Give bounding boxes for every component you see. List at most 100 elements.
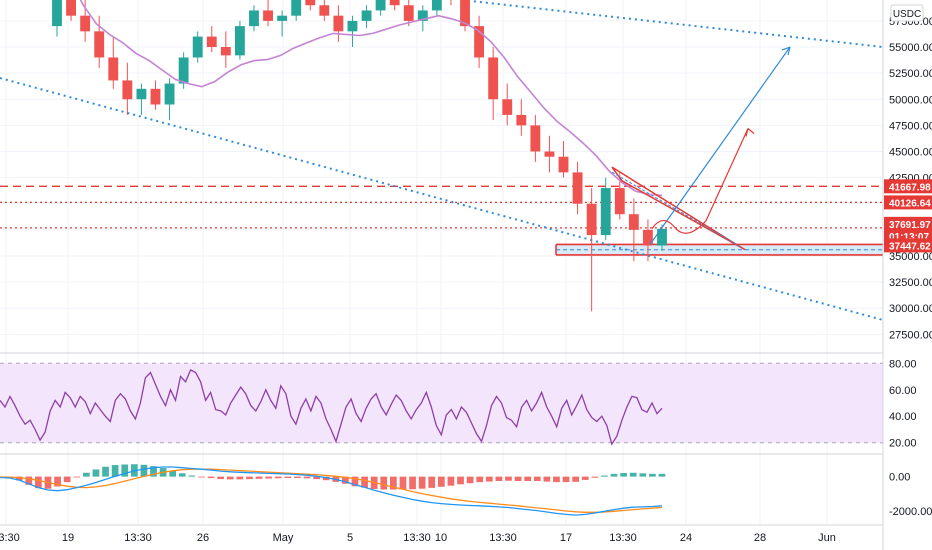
time-axis[interactable]: 13:30 19 13:30 26 May 5 13:30 10 13:30 17 13:30 24 2… — [0, 532, 836, 544]
candle-body — [220, 47, 231, 56]
macd-histogram-bar — [505, 476, 512, 481]
candle-body — [558, 156, 569, 173]
macd-histogram-bar — [581, 476, 589, 480]
macd-histogram-bar — [236, 476, 244, 480]
candle-body — [488, 57, 499, 100]
macd-histogram-bar — [476, 476, 484, 483]
candle-body — [66, 0, 76, 16]
level-tag-text: 41667.98 — [889, 182, 931, 193]
candle-body — [628, 214, 639, 230]
wedge-midline — [611, 171, 743, 249]
candle-body — [291, 0, 302, 16]
macd-histogram-bar — [178, 473, 186, 477]
candle-body — [263, 10, 273, 21]
macd-histogram-bar — [188, 475, 196, 477]
price-panel[interactable] — [0, 0, 884, 321]
macd-histogram-bar — [313, 476, 320, 480]
time-tick-label: 19 — [62, 532, 74, 544]
macd-line — [0, 466, 663, 516]
macd-histogram-bar — [437, 476, 445, 487]
macd-histogram-bar — [121, 464, 129, 477]
macd-histogram-bar — [485, 476, 493, 482]
candle-body — [319, 5, 330, 16]
macd-histogram-bar — [351, 476, 359, 487]
candle-body — [333, 15, 344, 32]
price-tick-label: 50000.00 — [889, 94, 932, 106]
macd-axis[interactable]: 0.00 -2000.00 — [889, 472, 932, 518]
macd-histogram-bar — [629, 472, 637, 477]
macd-histogram-bar — [409, 476, 416, 490]
macd-histogram-bar — [265, 476, 272, 479]
moving-average-line — [79, 0, 663, 197]
macd-histogram-bar — [284, 476, 292, 478]
macd-histogram-bar — [169, 470, 177, 477]
candle-body — [108, 57, 119, 81]
candle-body — [136, 88, 147, 100]
candle-body — [150, 88, 161, 105]
candle-body — [614, 188, 625, 215]
level-tag-text: 37691.97 — [889, 220, 931, 231]
macd-histogram-bar — [63, 476, 71, 483]
candle-body — [600, 188, 611, 236]
macd-histogram-bar — [658, 473, 666, 477]
signal-line — [0, 468, 663, 513]
drawing-annotations — [611, 46, 791, 251]
macd-histogram-bar — [562, 476, 570, 483]
level-tag — [884, 238, 932, 253]
time-tick-label: Jun — [818, 532, 836, 544]
candle-body — [234, 26, 245, 56]
candle-body — [544, 151, 555, 157]
macd-histogram-bar — [73, 476, 81, 478]
macd-histogram-bar — [553, 476, 560, 483]
rsi-tick-label: 80.00 — [889, 358, 917, 370]
candle-body — [586, 203, 597, 236]
time-tick-label: 28 — [754, 532, 766, 544]
rsi-tick-label: 20.00 — [889, 438, 917, 450]
time-tick-label: 13:30 — [609, 532, 637, 544]
candle-body — [375, 0, 386, 11]
lower-dotted-trendline — [0, 77, 884, 321]
macd-tick-label: 0.00 — [889, 472, 910, 484]
candle-body — [361, 10, 372, 21]
macd-histogram-bar — [217, 476, 225, 480]
horizontal-levels — [0, 185, 883, 256]
macd-histogram-bar — [639, 473, 647, 477]
currency-badge[interactable] — [890, 4, 924, 22]
macd-histogram-bar — [294, 476, 301, 478]
macd-histogram-bar — [35, 476, 42, 489]
price-tick-label: 30000.00 — [889, 303, 932, 315]
candle-body — [178, 57, 189, 84]
macd-histogram-bar — [390, 476, 397, 490]
candle-body — [94, 31, 105, 58]
candle-body — [249, 10, 259, 27]
candle-body — [643, 229, 653, 246]
macd-histogram-bar — [255, 476, 263, 479]
macd-histogram-bar — [226, 476, 234, 480]
rsi-tick-label: 60.00 — [889, 385, 917, 397]
macd-histogram-bar — [466, 476, 474, 484]
macd-panel[interactable] — [0, 464, 666, 516]
macd-histogram-bar — [620, 473, 627, 477]
candle-body — [122, 80, 133, 100]
macd-histogram-bar — [543, 476, 551, 482]
price-tick-label: 47500.00 — [889, 120, 932, 132]
projection-arrow-line — [649, 46, 791, 245]
rsi-panel[interactable] — [0, 362, 883, 446]
candle-body — [347, 20, 358, 32]
candle-body — [80, 15, 91, 32]
rsi-tick-label: 40.00 — [889, 411, 917, 423]
rsi-axis[interactable]: 80.00 60.00 40.00 20.00 — [889, 358, 917, 449]
macd-histogram-bar — [447, 476, 455, 486]
candle-body — [431, 0, 442, 11]
candle-body — [164, 83, 175, 105]
candle-body — [417, 10, 428, 21]
macd-histogram-bar — [246, 476, 253, 480]
macd-histogram-bar — [342, 476, 349, 484]
time-tick-label: 26 — [197, 532, 209, 544]
macd-histogram-bar — [54, 476, 61, 487]
macd-histogram-bar — [303, 476, 311, 479]
macd-histogram-bar — [274, 476, 282, 479]
